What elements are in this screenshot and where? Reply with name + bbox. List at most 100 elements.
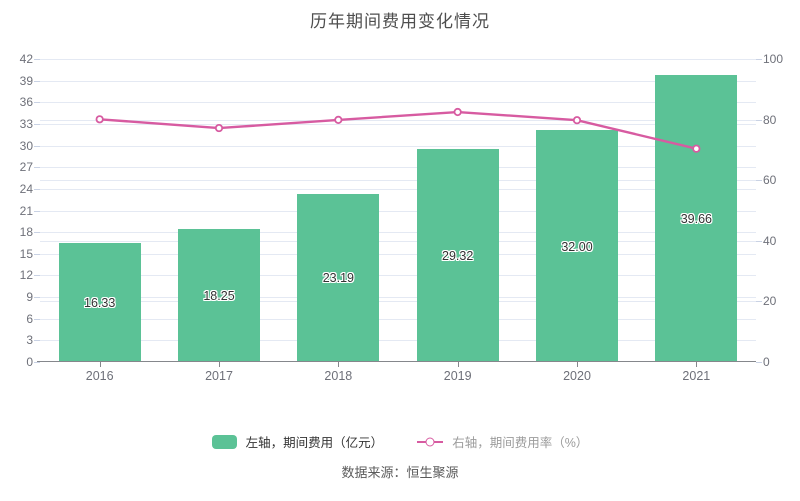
- x-axis-label: 2021: [682, 369, 711, 383]
- gridline-left: [40, 188, 756, 190]
- line-data-point[interactable]: [572, 116, 582, 125]
- x-axis: 2016 2017 2018 2019 2020 2021: [40, 369, 756, 387]
- y-axis-left-label: 42: [19, 52, 33, 66]
- y-axis-left-label: 24: [19, 181, 33, 196]
- y-axis-left-label: 18: [19, 225, 33, 240]
- y-axis-left-label: 15: [19, 246, 33, 261]
- plot-area: 16.33 18.25 23.19 29.32 32.00 39.66: [37, 59, 756, 367]
- gridline-left: [40, 123, 756, 125]
- gridline-left: [40, 167, 756, 169]
- gridline-left: [40, 210, 756, 212]
- y-axis-left-label: 9: [26, 290, 33, 305]
- y-axis-right-label: 60: [763, 173, 777, 188]
- y-axis-right-tick: [756, 59, 762, 60]
- y-axis-right-label: 20: [763, 294, 777, 309]
- y-axis-right-tick: [756, 362, 762, 363]
- y-axis-left-tick: [34, 318, 40, 320]
- x-axis-tick: [338, 362, 340, 367]
- gridline-left: [40, 297, 756, 299]
- line-data-point[interactable]: [453, 107, 462, 117]
- y-axis-left-tick: [34, 297, 40, 299]
- bar-value-label: 39.66: [680, 211, 712, 226]
- y-axis-right-label: 100: [763, 52, 784, 66]
- x-axis-tick: [696, 362, 698, 367]
- y-axis-right-label: 80: [763, 112, 777, 127]
- y-axis-left-tick: [34, 362, 40, 363]
- source-note: 数据来源：恒生聚源: [341, 465, 459, 480]
- y-axis-left-tick: [34, 80, 40, 82]
- line-data-point[interactable]: [95, 115, 104, 124]
- gridline-left: [40, 102, 756, 104]
- x-axis-label: 2018: [324, 369, 353, 383]
- y-axis-right: 0 20 40 60 80 100: [763, 52, 800, 369]
- y-axis-left-tick: [34, 123, 40, 125]
- y-axis-right-tick: [756, 240, 762, 242]
- gridline-right: [40, 240, 756, 242]
- x-axis-tick: [457, 362, 459, 367]
- x-axis-line: [37, 361, 756, 362]
- bar-value-label: 29.32: [442, 249, 474, 264]
- bar[interactable]: [416, 149, 499, 361]
- legend-bar-label: 左轴，期间费用（亿元）: [245, 436, 384, 450]
- y-axis-left-tick: [34, 167, 40, 169]
- y-axis-left-tick: [34, 275, 40, 277]
- y-axis-right-label: 40: [763, 233, 777, 248]
- y-axis-left-label: 21: [19, 203, 33, 218]
- rate-line-series: [95, 107, 701, 153]
- y-axis-left-label: 27: [19, 160, 33, 175]
- gridline-left: [40, 318, 756, 320]
- y-axis-left-label: 36: [19, 95, 33, 110]
- x-axis-label: 2016: [85, 369, 114, 383]
- gridline-left: [40, 232, 756, 234]
- legend: 左轴，期间费用（亿元） 右轴，期间费用率（%）: [0, 432, 800, 451]
- gridline-left: [40, 80, 756, 82]
- y-axis-left-label: 30: [19, 138, 33, 153]
- line-data-point[interactable]: [692, 144, 701, 153]
- bar-value-label: 32.00: [561, 239, 593, 254]
- x-axis-tick: [577, 362, 578, 367]
- y-axis-left-label: 6: [26, 311, 33, 326]
- bar-value-label: 23.19: [322, 271, 354, 286]
- y-axis-left: 0 3 6 9 12 15 18 21 24 27 30 33 36 39 42: [0, 52, 33, 369]
- legend-item-line[interactable]: 右轴，期间费用率（%）: [417, 432, 588, 451]
- bar-value-label: 18.25: [203, 289, 235, 304]
- gridline-right: [40, 180, 756, 182]
- y-axis-left-tick: [34, 188, 40, 190]
- y-axis-left-tick: [34, 232, 40, 234]
- bar[interactable]: [58, 243, 141, 361]
- line-data-point[interactable]: [214, 123, 224, 133]
- y-axis-left-tick: [34, 145, 40, 147]
- y-axis-left-tick: [34, 210, 40, 212]
- y-axis-left-label: 3: [26, 333, 33, 348]
- legend-item-bar[interactable]: 左轴，期间费用（亿元）: [211, 432, 384, 451]
- gridline-right: [40, 301, 756, 303]
- gridline-left: [40, 59, 756, 60]
- gridline-left: [40, 253, 756, 255]
- bar-value-label: 16.33: [84, 296, 116, 311]
- bar[interactable]: [655, 74, 738, 361]
- y-axis-left-label: 33: [19, 116, 33, 131]
- x-axis-tick: [99, 362, 101, 367]
- y-axis-left-tick: [34, 59, 40, 60]
- chart-title: 历年期间费用变化情况: [310, 12, 490, 31]
- y-axis-right-tick: [756, 180, 762, 182]
- y-axis-left-tick: [34, 340, 40, 342]
- y-axis-right-tick: [756, 301, 762, 303]
- y-axis-left-tick: [34, 102, 40, 104]
- y-axis-left-tick: [34, 253, 40, 255]
- y-axis-right-tick: [756, 119, 762, 121]
- x-axis-label: 2017: [205, 369, 233, 383]
- gridline-left: [40, 145, 756, 147]
- y-axis-right-label: 0: [763, 355, 770, 369]
- gridline-right: [40, 119, 756, 121]
- x-axis-tick: [219, 362, 220, 367]
- line-data-point[interactable]: [334, 115, 343, 125]
- bar[interactable]: [178, 229, 260, 361]
- y-axis-left-label: 12: [19, 268, 33, 283]
- legend-line-label: 右轴，期间费用率（%）: [452, 436, 589, 450]
- bar[interactable]: [297, 193, 380, 361]
- line-series-marker-icon: [417, 435, 444, 449]
- y-axis-left-label: 39: [19, 73, 33, 88]
- bar[interactable]: [536, 130, 618, 361]
